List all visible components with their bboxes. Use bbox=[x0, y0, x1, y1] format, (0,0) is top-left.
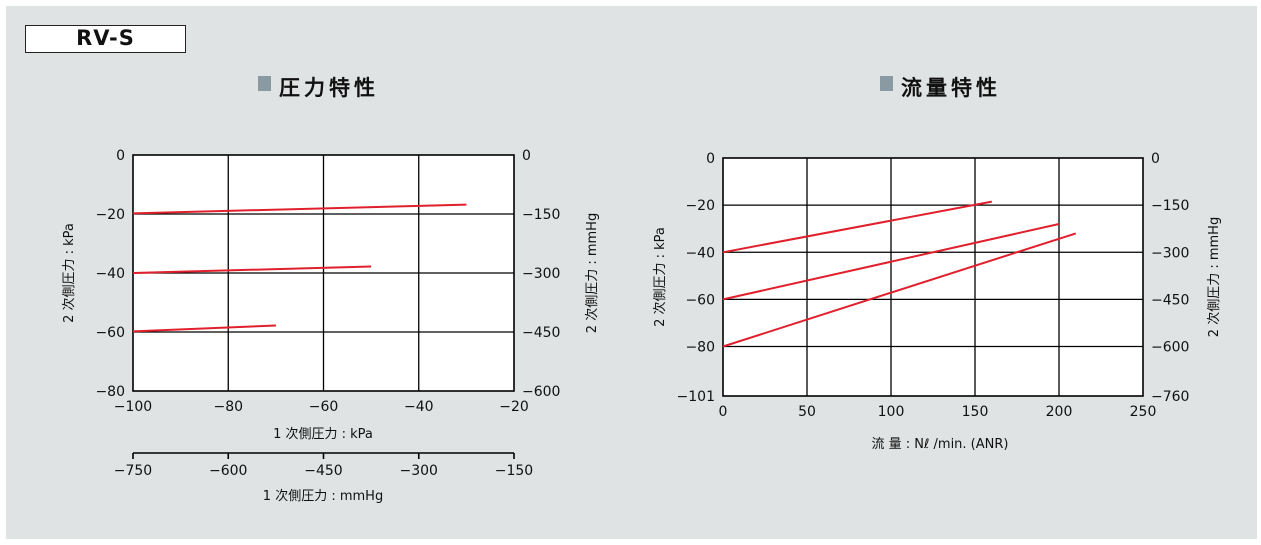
y-tick-label: −40 bbox=[95, 266, 125, 282]
y2-tick-label: −600 bbox=[522, 384, 560, 400]
x-tick-label: 200 bbox=[1046, 404, 1073, 420]
pressure-x-ticks: −100 −80 −60 −40 −20 bbox=[114, 399, 529, 415]
series-line-1 bbox=[132, 203, 467, 215]
flow-y-ticks: 0 −20 −40 −60 −80 −101 bbox=[677, 151, 715, 405]
pressure-curves bbox=[132, 203, 467, 333]
y-tick-label: −60 bbox=[95, 325, 125, 341]
x-tick-label: −60 bbox=[309, 399, 339, 415]
pressure-grid bbox=[133, 155, 514, 391]
x-tick-label: 50 bbox=[798, 404, 816, 420]
x-tick-label: 0 bbox=[719, 404, 728, 420]
pressure-x2-axis-title: 1 次側圧力 : mmHg bbox=[263, 488, 383, 504]
y2-tick-label: −300 bbox=[522, 266, 560, 282]
pressure-y2-ticks: 0 −150 −300 −450 −600 bbox=[522, 148, 560, 400]
y2-tick-label: −300 bbox=[1151, 245, 1189, 261]
x-tick-label: 250 bbox=[1130, 404, 1157, 420]
pressure-chart: 圧力特性 0 −20 −40 −60 −80 0 −150 −300 −450 −600 −10… bbox=[61, 76, 600, 504]
y-tick-label: −20 bbox=[95, 207, 125, 223]
y2-tick-label: 0 bbox=[1151, 151, 1160, 167]
series-line-1 bbox=[722, 200, 992, 254]
y2-tick-label: −450 bbox=[1151, 292, 1189, 308]
y2-tick-label: −600 bbox=[1151, 340, 1189, 356]
x-tick-label: 150 bbox=[962, 404, 989, 420]
x-tick-label: −80 bbox=[213, 399, 243, 415]
x-tick-label: 100 bbox=[878, 404, 905, 420]
y-tick-label: −101 bbox=[677, 389, 715, 405]
flow-chart: 流量特性 0 −20 −40 −60 −80 −101 0 −150 −300 −450 −600… bbox=[652, 76, 1222, 452]
pressure-x-axis-title: 1 次側圧力 : kPa bbox=[273, 426, 373, 442]
flow-x-axis-title: 流 量 : Nℓ /min. (ANR) bbox=[872, 437, 1009, 452]
y-tick-label: 0 bbox=[706, 151, 715, 167]
series-line-2 bbox=[132, 265, 372, 274]
y-tick-label: 0 bbox=[116, 148, 125, 164]
x2-tick-label: −750 bbox=[114, 463, 152, 479]
pressure-y-ticks: 0 −20 −40 −60 −80 bbox=[95, 148, 125, 400]
y2-tick-label: −150 bbox=[1151, 198, 1189, 214]
series-line-3 bbox=[722, 232, 1077, 348]
series-line-2 bbox=[722, 223, 1060, 301]
pressure-y2-axis-title: 2 次側圧力 : mmHg bbox=[584, 213, 600, 333]
y-tick-label: −80 bbox=[685, 340, 715, 356]
x2-tick-label: −300 bbox=[400, 463, 438, 479]
flow-plot-area bbox=[722, 157, 1144, 397]
flow-y2-ticks: 0 −150 −300 −450 −600 −760 bbox=[1151, 151, 1189, 405]
flow-y-axis-title: 2 次側圧力 : kPa bbox=[652, 227, 668, 327]
x-tick-label: −20 bbox=[499, 399, 529, 415]
title-square-icon bbox=[258, 76, 271, 91]
flow-curves bbox=[722, 200, 1077, 348]
x2-tick-label: −150 bbox=[495, 463, 533, 479]
series-line-3 bbox=[132, 324, 276, 333]
y2-tick-label: 0 bbox=[522, 148, 531, 164]
y2-tick-label: −150 bbox=[522, 207, 560, 223]
x2-tick-label: −600 bbox=[209, 463, 247, 479]
y-tick-label: −60 bbox=[685, 292, 715, 308]
x2-tick-label: −450 bbox=[304, 463, 342, 479]
model-label: RV-S bbox=[25, 25, 186, 53]
y-tick-label: −80 bbox=[95, 384, 125, 400]
y2-tick-label: −450 bbox=[522, 325, 560, 341]
flow-chart-title: 流量特性 bbox=[901, 76, 1001, 100]
pressure-y-axis-title: 2 次側圧力 : kPa bbox=[61, 223, 77, 323]
x-tick-label: −100 bbox=[114, 399, 152, 415]
pressure-x2-ticks: −750 −600 −450 −300 −150 bbox=[114, 453, 533, 479]
x-tick-label: −40 bbox=[404, 399, 434, 415]
y-tick-label: −20 bbox=[685, 198, 715, 214]
title-square-icon bbox=[880, 76, 893, 91]
y2-tick-label: −760 bbox=[1151, 389, 1189, 405]
flow-grid bbox=[723, 158, 1143, 396]
flow-x-ticks: 0 50 100 150 200 250 bbox=[719, 404, 1157, 420]
y-tick-label: −40 bbox=[685, 245, 715, 261]
pressure-chart-title: 圧力特性 bbox=[279, 76, 379, 100]
flow-y2-axis-title: 2 次側圧力 : mmHg bbox=[1206, 217, 1222, 337]
